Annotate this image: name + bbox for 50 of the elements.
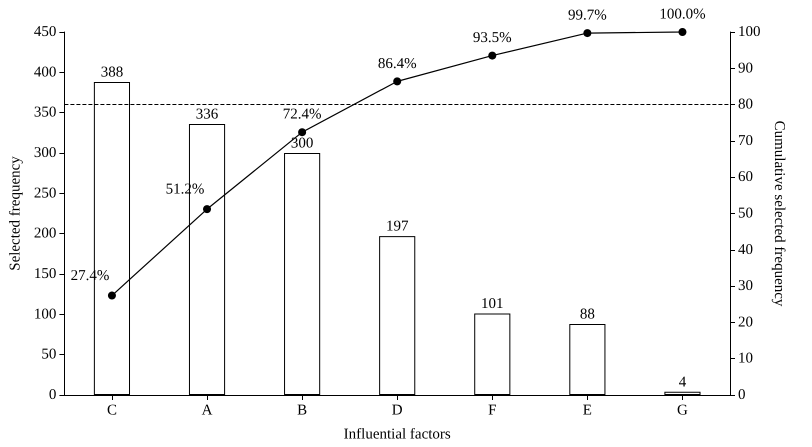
data-label: 100.0% <box>659 6 706 22</box>
y-tick-label: 200 <box>34 226 56 242</box>
x-tick-label: A <box>202 402 213 418</box>
y2-tick-label: 30 <box>738 278 753 294</box>
point <box>108 292 116 300</box>
y-tick-label: 400 <box>34 64 56 80</box>
data-label: 72.4% <box>282 106 322 123</box>
y2-tick-label: 50 <box>738 206 753 222</box>
data-label: 300 <box>290 136 314 152</box>
data-label: 388 <box>100 64 124 81</box>
data-label: 86.4% <box>378 56 417 72</box>
data-label: 4 <box>678 374 687 390</box>
x-tick-label: C <box>106 402 117 418</box>
data-label: 101 <box>481 296 504 312</box>
y-axis-title: Selected frequency <box>8 156 24 271</box>
y-tick-label: 450 <box>34 24 56 40</box>
point <box>203 205 212 214</box>
y2-tick-label: 100 <box>738 24 760 40</box>
y-tick-label: 250 <box>34 185 56 202</box>
point <box>488 52 496 60</box>
x-tick-label: G <box>677 402 688 418</box>
data-label: 99.7% <box>568 8 607 24</box>
data-label: 88 <box>580 306 595 323</box>
x-tick-label: B <box>297 402 308 418</box>
y2-tick-label: 20 <box>738 314 753 330</box>
point <box>393 77 402 86</box>
y2-tick-label: 10 <box>738 350 753 367</box>
x-axis-title: Influential factors <box>344 426 451 442</box>
y-tick-label: 300 <box>34 145 56 161</box>
point <box>678 28 686 36</box>
y-tick-label: 350 <box>34 104 56 121</box>
y-tick-label: 50 <box>41 346 56 363</box>
y2-tick-label: 90 <box>738 60 753 76</box>
y2-tick-label: 70 <box>738 132 753 149</box>
data-label: 93.5% <box>472 30 512 46</box>
y-tick-label: 100 <box>34 306 56 322</box>
point <box>583 29 592 38</box>
y2-tick-label: 60 <box>738 169 753 186</box>
y2-axis-title: Cumulative selected frequency <box>770 120 787 307</box>
y2-tick-label: 80 <box>738 96 753 113</box>
x-tick-label: D <box>392 402 403 418</box>
y-tick-label: 0 <box>48 387 56 403</box>
x-tick-label: E <box>582 402 592 418</box>
data-label: 336 <box>196 106 219 122</box>
y-tick-label: 150 <box>34 266 56 282</box>
point <box>298 128 306 136</box>
x-tick-label: F <box>488 402 496 418</box>
y2-tick-label: 40 <box>738 242 753 258</box>
data-label: 197 <box>386 218 409 235</box>
y2-tick-label: 0 <box>738 387 746 403</box>
